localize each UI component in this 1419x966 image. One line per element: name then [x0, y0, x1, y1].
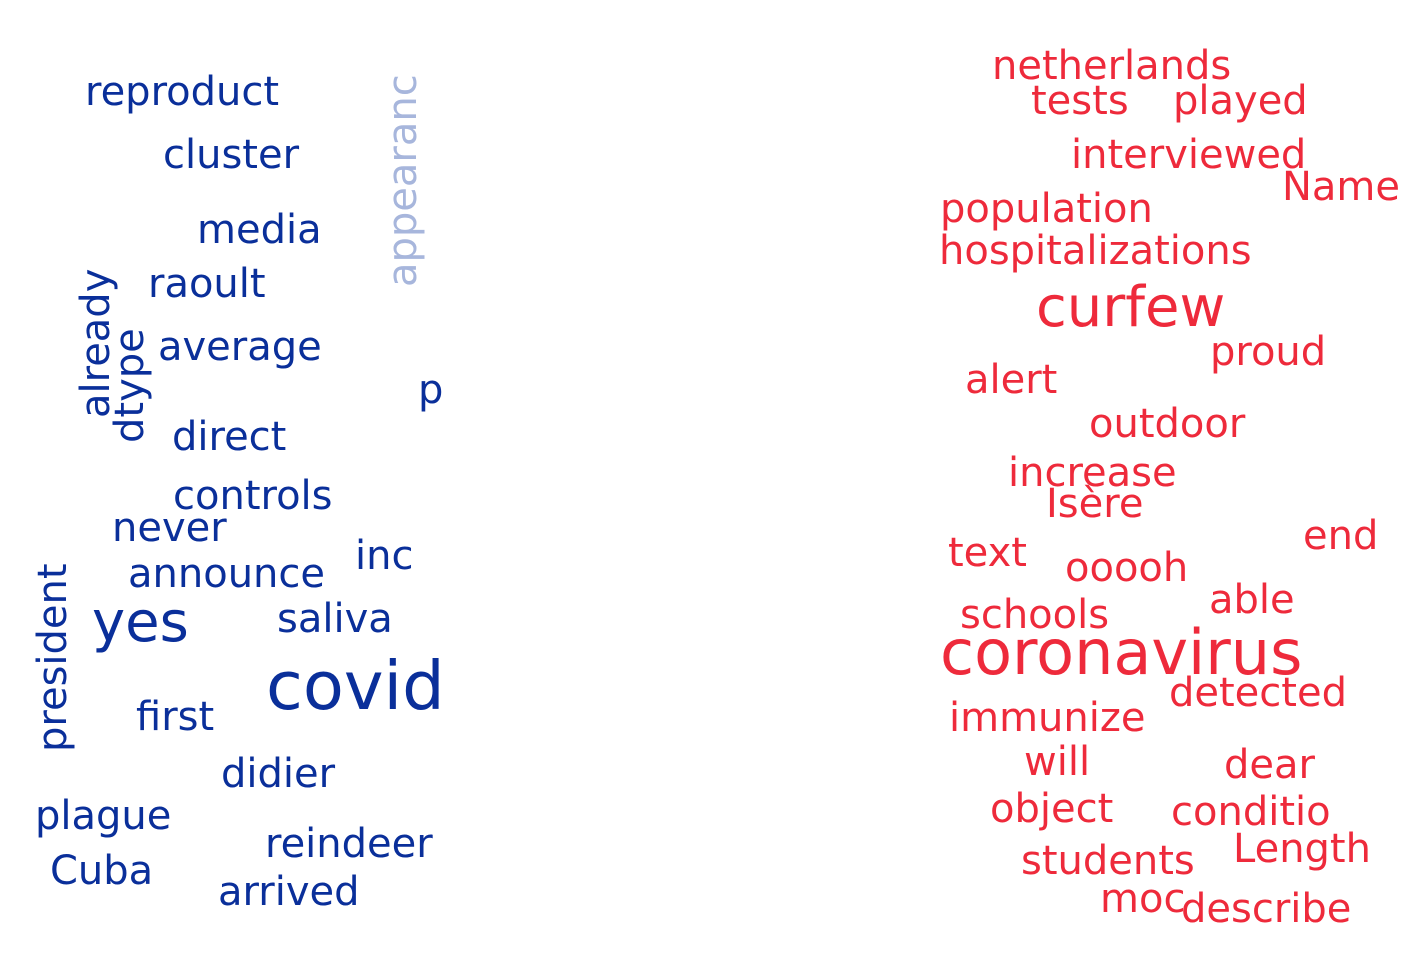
word-end: end: [1303, 513, 1379, 559]
word-cluster: cluster: [163, 132, 300, 178]
word-outdoor: outdoor: [1089, 401, 1246, 447]
word-p: p: [418, 367, 444, 413]
word-text: text: [948, 530, 1027, 576]
word-will: will: [1024, 739, 1091, 785]
word-announce: announce: [128, 551, 325, 597]
word-media: media: [197, 207, 322, 253]
word-object: object: [990, 786, 1114, 832]
word-Length: Length: [1233, 826, 1371, 872]
word-didier: didier: [221, 751, 336, 797]
word-first: first: [136, 694, 215, 740]
word-controls: controls: [173, 473, 333, 519]
word-Cuba: Cuba: [50, 848, 154, 894]
word-Isere: Isère: [1046, 481, 1144, 527]
word-curfew: curfew: [1036, 275, 1226, 340]
word-reindeer: reindeer: [265, 821, 433, 867]
word-dear: dear: [1224, 742, 1315, 788]
word-students: students: [1021, 838, 1195, 884]
word-inc: inc: [355, 533, 414, 579]
word-interviewed: interviewed: [1071, 132, 1307, 178]
word-hospitalizations: hospitalizations: [939, 228, 1252, 274]
word-immunize: immunize: [949, 695, 1146, 741]
word-detected: detected: [1169, 670, 1347, 716]
word-average: average: [158, 324, 322, 370]
word-arrived: arrived: [218, 869, 360, 915]
word-yes: yes: [92, 590, 189, 655]
word-proud: proud: [1210, 329, 1327, 375]
word-describe: describe: [1181, 886, 1352, 932]
word-appearanc: appearanc: [380, 74, 426, 287]
word-tests: tests: [1031, 78, 1129, 124]
word-alert: alert: [965, 357, 1058, 403]
word-saliva: saliva: [277, 596, 393, 642]
word-schools: schools: [960, 592, 1110, 638]
word-covid: covid: [266, 647, 445, 725]
word-played: played: [1173, 78, 1308, 124]
word-reproduct: reproduct: [85, 69, 280, 115]
word-Name: Name: [1282, 164, 1401, 210]
word-increase: increase: [1008, 450, 1177, 496]
left-word-cloud: reproduct cluster media raoult average a…: [0, 0, 520, 966]
word-able: able: [1209, 577, 1295, 623]
word-conditio: conditio: [1171, 789, 1331, 835]
right-word-cloud: netherlands tests played interviewed Nam…: [900, 0, 1419, 966]
word-dtype: dtype: [107, 328, 153, 443]
word-plague: plague: [35, 793, 172, 839]
word-never: never: [112, 505, 227, 551]
word-netherlands: netherlands: [992, 43, 1232, 89]
word-moc: moc: [1100, 876, 1186, 922]
word-coronavirus: coronavirus: [940, 616, 1303, 689]
word-population: population: [940, 186, 1153, 232]
word-president: president: [30, 563, 76, 752]
word-direct: direct: [172, 414, 287, 460]
word-raoult: raoult: [148, 261, 266, 307]
word-ooooh: ooooh: [1065, 545, 1189, 591]
